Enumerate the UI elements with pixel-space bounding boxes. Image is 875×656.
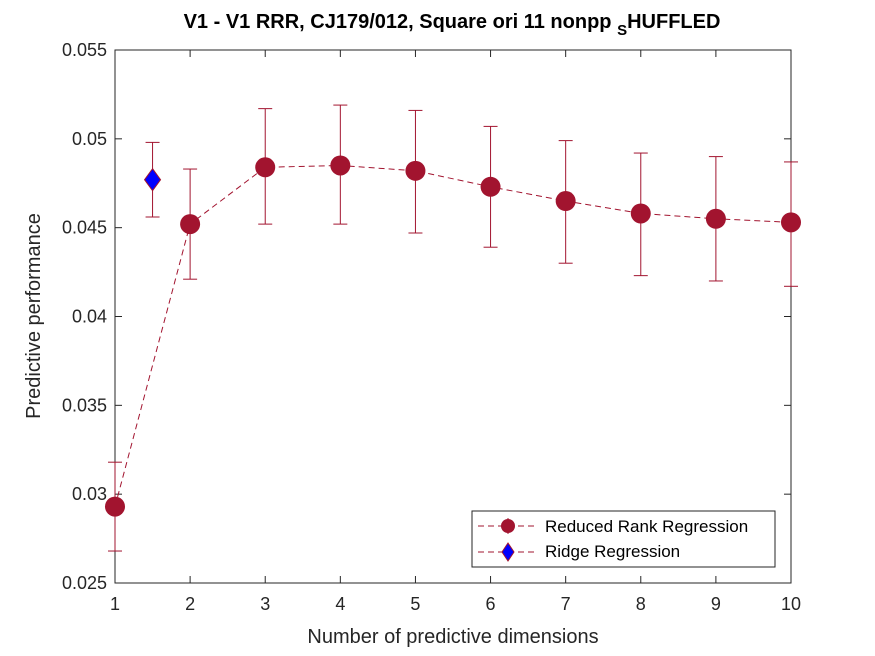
y-tick-label: 0.045 <box>62 218 107 238</box>
legend-entry-ridge: Ridge Regression <box>478 542 680 562</box>
plot-area <box>114 49 792 584</box>
series-line <box>114 164 792 507</box>
data-point <box>105 496 125 517</box>
x-axis-label: Number of predictive dimensions <box>307 626 598 648</box>
series-layer <box>105 104 801 552</box>
data-point <box>781 212 801 233</box>
legend-label-ridge: Ridge Regression <box>545 542 680 561</box>
x-tick-label: 8 <box>636 594 646 614</box>
x-tick-label: 10 <box>781 594 801 614</box>
y-tick-label: 0.035 <box>62 395 107 415</box>
legend: Reduced Rank Regression Ridge Regression <box>471 510 776 568</box>
legend-label-rrr: Reduced Rank Regression <box>545 517 748 536</box>
y-tick-label: 0.055 <box>62 40 107 60</box>
chart-title: V1 - V1 RRR, CJ179/012, Square ori 11 no… <box>184 11 721 39</box>
legend-box <box>471 510 776 568</box>
legend-marker-ridge <box>501 542 515 562</box>
data-point <box>330 155 351 176</box>
x-tick-label: 6 <box>486 594 496 614</box>
y-tick-label: 0.03 <box>72 484 107 504</box>
x-tick-label: 5 <box>410 594 420 614</box>
chart-title-suffix: HUFFLED <box>627 11 720 33</box>
y-tick-label: 0.05 <box>72 129 107 149</box>
ticks-layer: 1 2 3 4 5 6 7 8 9 10 0.025 0.03 0.035 0.04 0.045 0.05 0.… <box>62 40 801 614</box>
data-point <box>143 167 162 192</box>
series-reduced-rank-regression <box>105 104 801 552</box>
data-point <box>630 203 651 224</box>
x-tick-label: 3 <box>260 594 270 614</box>
x-tick-label: 2 <box>185 594 195 614</box>
x-tick-label: 9 <box>711 594 721 614</box>
x-tick-label: 7 <box>561 594 571 614</box>
y-tick-label: 0.025 <box>62 573 107 593</box>
y-tick-label: 0.04 <box>72 307 107 327</box>
data-point <box>480 176 501 197</box>
series-ridge-regression <box>143 141 162 218</box>
x-tick-label: 1 <box>110 594 120 614</box>
data-point <box>255 157 276 178</box>
y-axis-label: Predictive performance <box>23 213 45 419</box>
data-point <box>180 214 201 235</box>
data-point <box>405 160 426 181</box>
x-tick-label: 4 <box>335 594 345 614</box>
legend-entry-rrr: Reduced Rank Regression <box>478 517 748 536</box>
chart-title-subscript: S <box>617 22 627 39</box>
legend-marker-rrr <box>501 519 515 533</box>
chart-title-main: V1 - V1 RRR, CJ179/012, Square ori 11 no… <box>184 11 618 33</box>
data-point <box>555 191 576 212</box>
data-point <box>705 208 726 229</box>
